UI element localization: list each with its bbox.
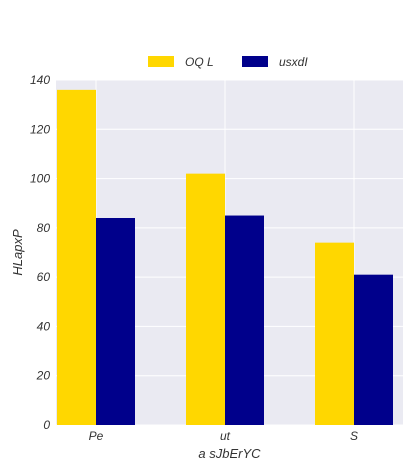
bar-2-pe <box>96 218 135 425</box>
bar-2-ut <box>225 215 264 425</box>
y-axis-title: HLapxP <box>10 229 25 276</box>
bar-1-ut <box>186 173 225 425</box>
x-tick-label: ut <box>220 429 231 443</box>
x-tick-label: Pe <box>89 429 104 443</box>
legend-swatch <box>242 56 268 67</box>
bar-2-s <box>354 274 393 425</box>
y-tick-label: 120 <box>30 122 50 136</box>
x-tick-label: S <box>350 429 358 443</box>
legend: OQ L usxdI <box>148 55 308 69</box>
legend-label: usxdI <box>279 55 308 69</box>
y-tick-label: 0 <box>43 418 50 432</box>
bar-1-pe <box>57 89 96 425</box>
y-tick-label: 140 <box>30 73 50 87</box>
y-tick-labels: 0 20 40 60 80 100 120 140 <box>30 73 50 432</box>
x-tick-labels: Pe ut S <box>89 429 358 443</box>
y-tick-label: 80 <box>37 221 51 235</box>
y-tick-label: 60 <box>37 270 51 284</box>
legend-swatch <box>148 56 174 67</box>
y-tick-label: 40 <box>37 319 51 333</box>
x-axis-title: a sJbErYC <box>198 446 261 461</box>
bar-1-s <box>315 242 354 425</box>
legend-label: OQ L <box>185 55 214 69</box>
y-tick-label: 20 <box>36 369 51 383</box>
bars <box>57 89 393 425</box>
y-tick-label: 100 <box>30 172 50 186</box>
